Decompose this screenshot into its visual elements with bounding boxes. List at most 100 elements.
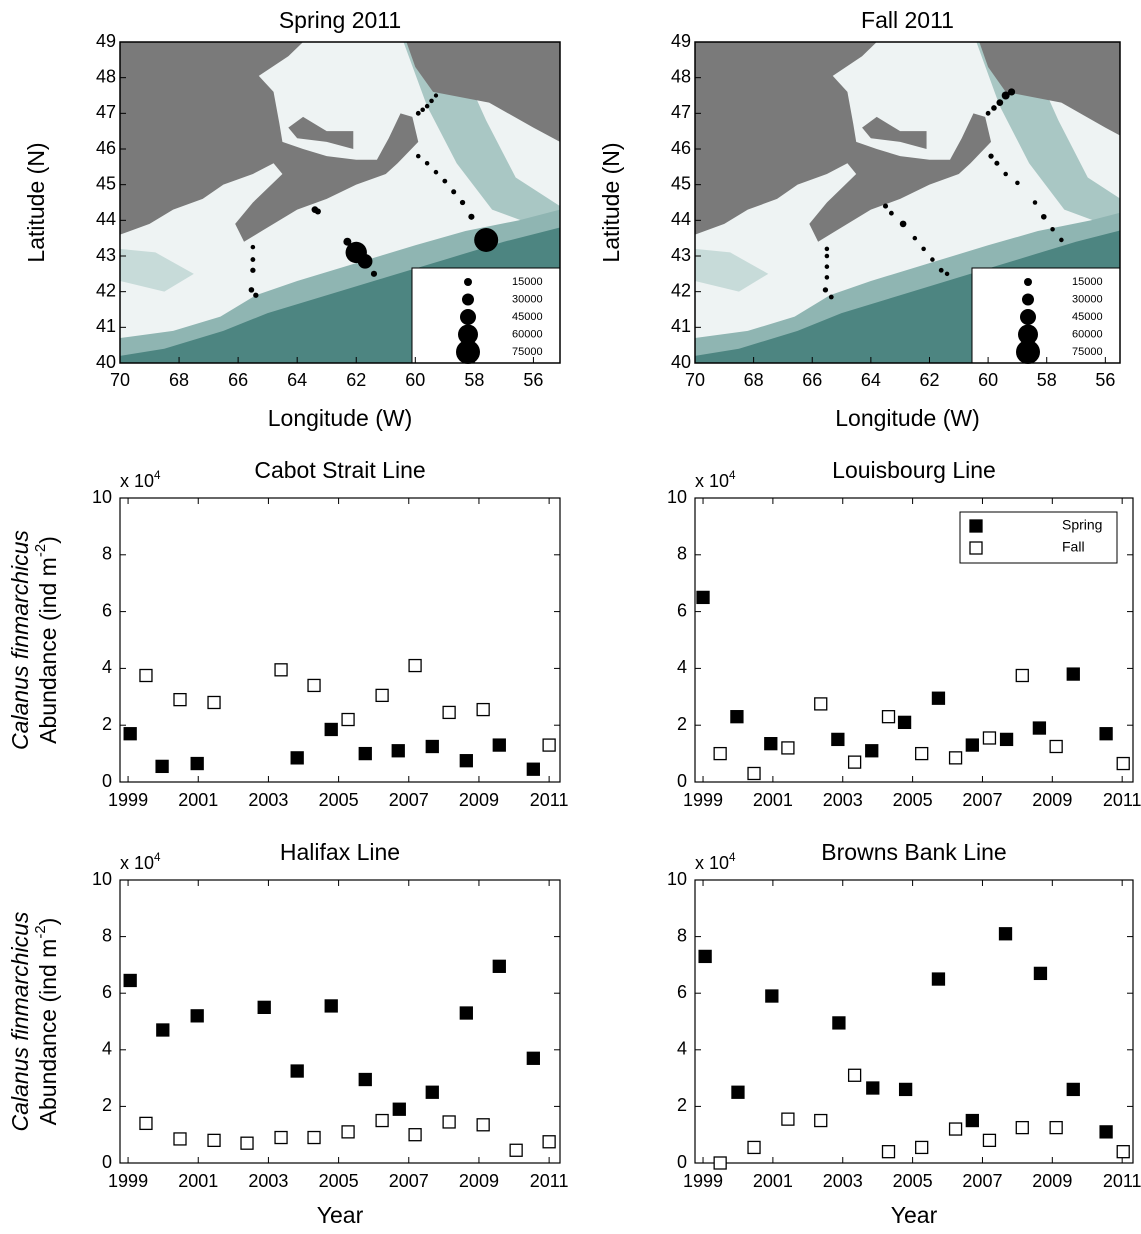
axes-frame: [119, 497, 561, 783]
point: [831, 732, 845, 747]
station: [1050, 226, 1055, 232]
point: [982, 731, 997, 745]
map-region: [979, 42, 1120, 136]
point: [358, 746, 372, 761]
point: [1099, 1125, 1113, 1139]
legend-label: Spring: [1062, 517, 1102, 533]
y-tick-label: 4: [102, 1039, 112, 1059]
x-tick-label: 2011: [530, 1171, 569, 1191]
y-axis-label: Latitude (N): [598, 142, 624, 262]
legend-label: 45000: [1072, 311, 1103, 323]
point: [1015, 1120, 1029, 1135]
station: [433, 93, 439, 98]
point: [155, 759, 169, 774]
station: [451, 189, 457, 195]
point: [982, 1133, 997, 1148]
point: [764, 737, 778, 751]
x-tick-label: 2007: [389, 1171, 429, 1191]
point: [931, 691, 946, 705]
point: [999, 732, 1014, 747]
point: [1049, 739, 1063, 754]
y-tick-label: 8: [677, 544, 687, 564]
point: [542, 1135, 556, 1149]
point: [965, 738, 979, 752]
x-tick-label: 70: [110, 370, 130, 390]
x-tick-label: 1999: [683, 790, 723, 810]
x-tick-label: 2003: [248, 790, 288, 810]
x-tick-label: 1999: [108, 1171, 148, 1191]
x-tick-label: 2003: [823, 1171, 863, 1191]
y-tick-label: 2: [677, 714, 687, 734]
point: [173, 692, 187, 707]
legend-bubble: [1016, 340, 1040, 364]
y-tick-label: 45: [671, 173, 691, 193]
station: [996, 99, 1004, 106]
legend-marker: [969, 519, 983, 533]
x-tick-label: 2009: [1032, 790, 1072, 810]
station: [912, 235, 918, 241]
point: [207, 695, 221, 710]
label-part: x 10: [695, 471, 729, 491]
legend-bubble: [1018, 324, 1038, 345]
point: [1116, 1145, 1130, 1159]
point: [1116, 756, 1130, 771]
point: [139, 1116, 153, 1131]
x-tick-label: 2011: [1103, 790, 1141, 810]
panel-title: Cabot Strait Line: [254, 457, 425, 483]
point: [698, 949, 712, 964]
x-axis-label: Year: [317, 1202, 364, 1228]
station: [824, 264, 830, 269]
y-tick-label: 6: [677, 600, 687, 620]
station: [994, 160, 1000, 166]
label-part: x 10: [695, 853, 729, 873]
point: [290, 1064, 304, 1078]
point: [866, 1081, 880, 1095]
station: [991, 105, 997, 111]
panel: Louisbourg Line 0 2 4 6 8 10 1999 2001 2003 2005 20…: [667, 457, 1141, 810]
x-tick-label: 2005: [893, 790, 933, 810]
panel: Browns Bank Line 0 2 4 6 8 10 1999 2001 2003 2005 2…: [667, 839, 1141, 1228]
legend-bubble: [464, 278, 472, 286]
point: [290, 751, 304, 765]
legend-label: 60000: [1072, 328, 1103, 340]
y-axis-label: Abundance (ind m-2): [32, 536, 61, 744]
x-tick-label: 58: [464, 370, 484, 390]
point: [509, 1143, 523, 1157]
station: [1001, 91, 1010, 100]
map-region: [120, 42, 419, 242]
point: [713, 1156, 727, 1170]
legend: [959, 511, 1118, 564]
station: [1032, 200, 1038, 205]
station: [442, 178, 448, 184]
axes-frame: [694, 879, 1134, 1164]
label-part: -2: [32, 925, 49, 938]
station: [1015, 180, 1020, 186]
y-tick-label: 6: [102, 982, 112, 1002]
point: [897, 715, 912, 730]
x-tick-label: 2001: [753, 1171, 793, 1191]
station: [424, 103, 430, 109]
point: [476, 1118, 490, 1132]
y-tick-label: 40: [96, 352, 116, 372]
station: [468, 213, 475, 220]
x-tick-label: 68: [169, 370, 189, 390]
point: [375, 1113, 389, 1128]
y-tick-label: 4: [677, 657, 687, 677]
point: [1015, 668, 1029, 683]
axes-frame: [119, 41, 561, 364]
label-part: Abundance (ind m: [35, 557, 61, 744]
point: [425, 739, 439, 754]
station: [314, 208, 321, 215]
x-tick-label: 66: [802, 370, 822, 390]
x-tick-label: 2005: [319, 790, 359, 810]
x-tick-label: 70: [685, 370, 705, 390]
point: [814, 1113, 828, 1128]
point: [442, 705, 456, 720]
x-tick-label: 2009: [459, 1171, 499, 1191]
point: [847, 755, 862, 769]
point: [392, 1102, 406, 1116]
point: [814, 697, 828, 711]
x-tick-label: 2005: [893, 1171, 933, 1191]
map-region: [120, 248, 194, 292]
